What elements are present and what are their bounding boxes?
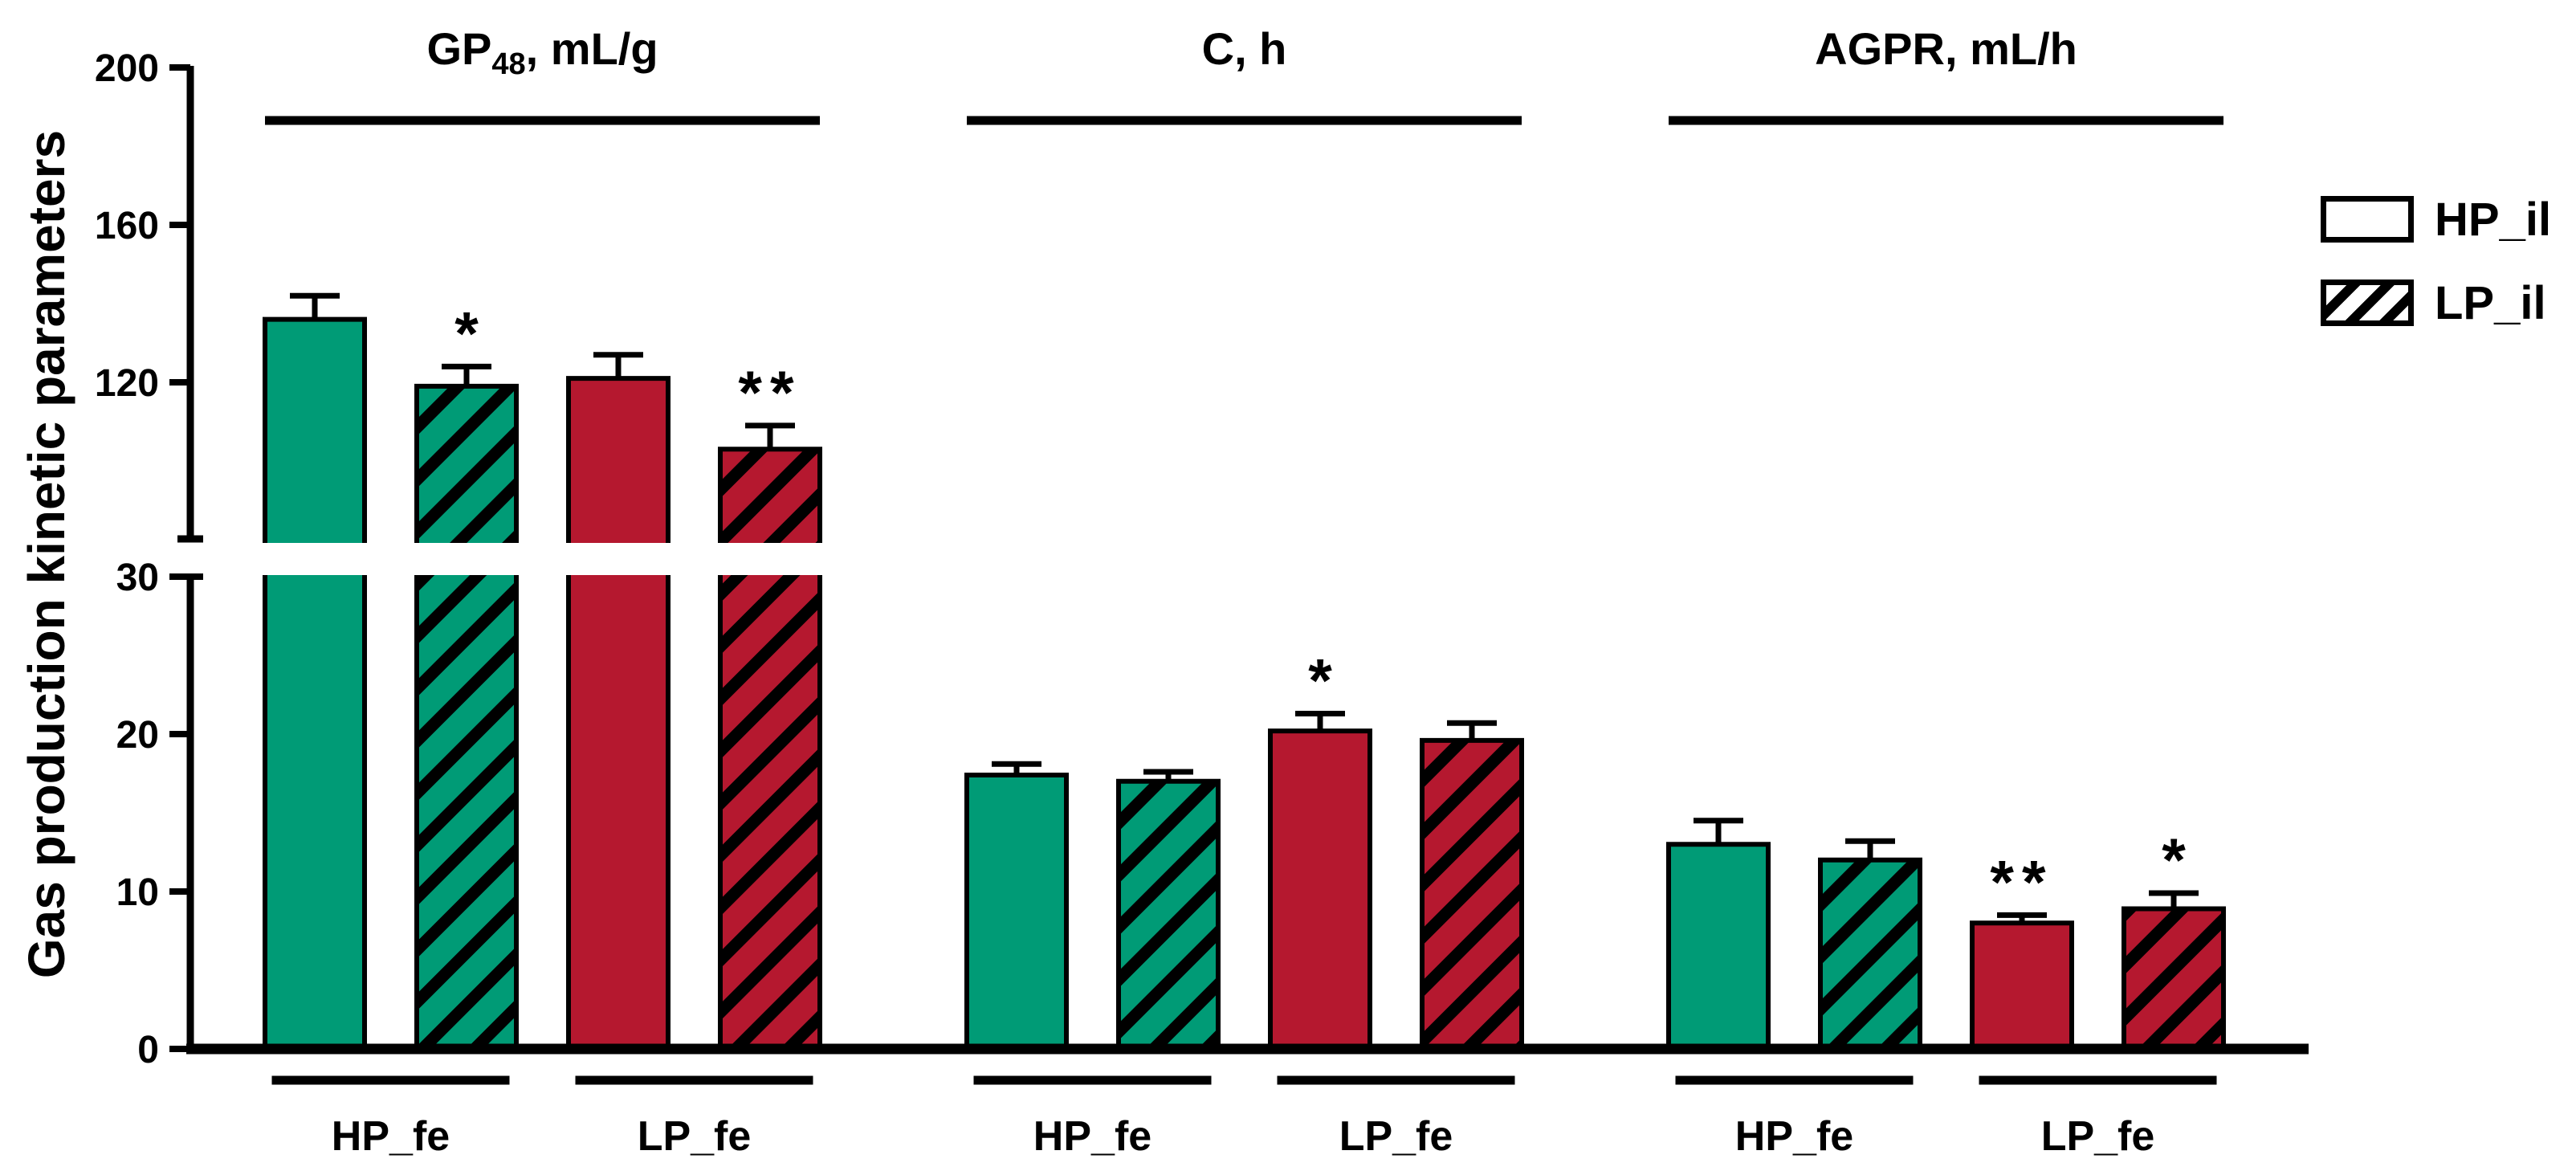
bar-agpr-HP_fe-HP_il	[1666, 818, 1771, 1049]
axes-layer: 120 160 200 0 10 20 30	[95, 47, 2309, 1071]
bars-layer: ****** *	[263, 292, 2226, 1049]
bar-gp48-HP_fe-LP_il: *	[414, 300, 519, 1049]
y-tick-label: 120	[95, 362, 159, 405]
legend-swatch-solid-icon	[2321, 196, 2414, 243]
legend-swatch-hatched-icon	[2321, 279, 2414, 326]
bar-agpr-HP_fe-LP_il	[1818, 838, 1922, 1049]
bar-gp48-LP_fe-HP_il	[566, 352, 670, 1049]
bar-agpr-LP_fe-HP_il: **	[1970, 848, 2074, 1049]
panel-bars-gp48: ***	[263, 292, 822, 1049]
bar-c-HP_fe-LP_il	[1116, 769, 1221, 1049]
group-label-c-LP_fe: LP_fe	[1339, 1113, 1453, 1160]
panel-bars-agpr: ** *	[1666, 818, 2226, 1049]
legend-label: LP_il	[2435, 276, 2546, 329]
legend-label: HP_il	[2435, 193, 2552, 246]
legend: HP_il LP_il	[2321, 194, 2551, 329]
bar-c-HP_fe-HP_il	[964, 761, 1069, 1049]
panel-title-c: C, h	[1202, 23, 1287, 74]
bar-gp48-LP_fe-LP_il: **	[718, 359, 822, 1049]
bar-gp48-HP_fe-HP_il	[263, 292, 367, 1049]
y-tick-label: 30	[116, 557, 159, 599]
group-label-gp48-LP_fe: LP_fe	[638, 1113, 752, 1160]
bar-c-LP_fe-HP_il: *	[1268, 647, 1372, 1049]
bar-c-LP_fe-LP_il	[1420, 720, 1524, 1049]
y-tick-label: 160	[95, 205, 159, 247]
y-axis-title: Gas production kinetic parameters	[18, 129, 75, 979]
legend-item-hp-il: HP_il	[2321, 194, 2551, 246]
bar-agpr-LP_fe-LP_il: *	[2122, 826, 2226, 1049]
significance-gp48-HP_fe-LP_il: *	[454, 300, 479, 368]
group-label-c-HP_fe: HP_fe	[1033, 1113, 1151, 1160]
group-label-agpr-HP_fe: HP_fe	[1735, 1113, 1853, 1160]
significance-c-LP_fe-HP_il: *	[1308, 647, 1332, 716]
group-label-gp48-HP_fe: HP_fe	[332, 1113, 450, 1160]
significance-gp48-LP_fe-LP_il: **	[738, 359, 801, 427]
significance-agpr-LP_fe-LP_il: *	[2162, 826, 2186, 895]
panel-bars-c: *	[964, 647, 1524, 1049]
y-tick-label: 10	[116, 871, 159, 914]
y-tick-label: 20	[116, 714, 159, 757]
panel-title-agpr: AGPR, mL/h	[1815, 23, 2077, 74]
panel-title-gp48: GP48, mL/g	[426, 23, 658, 81]
labels-layer: GP48, mL/g HP_fe LP_fe C, h HP_fe LP_fe AGPR, …	[265, 23, 2223, 1160]
y-tick-label: 200	[95, 47, 159, 90]
group-label-agpr-LP_fe: LP_fe	[2041, 1113, 2155, 1160]
y-tick-label: 0	[137, 1029, 159, 1071]
legend-item-lp-il: LP_il	[2321, 276, 2551, 329]
significance-agpr-LP_fe-HP_il: **	[1990, 848, 2053, 916]
